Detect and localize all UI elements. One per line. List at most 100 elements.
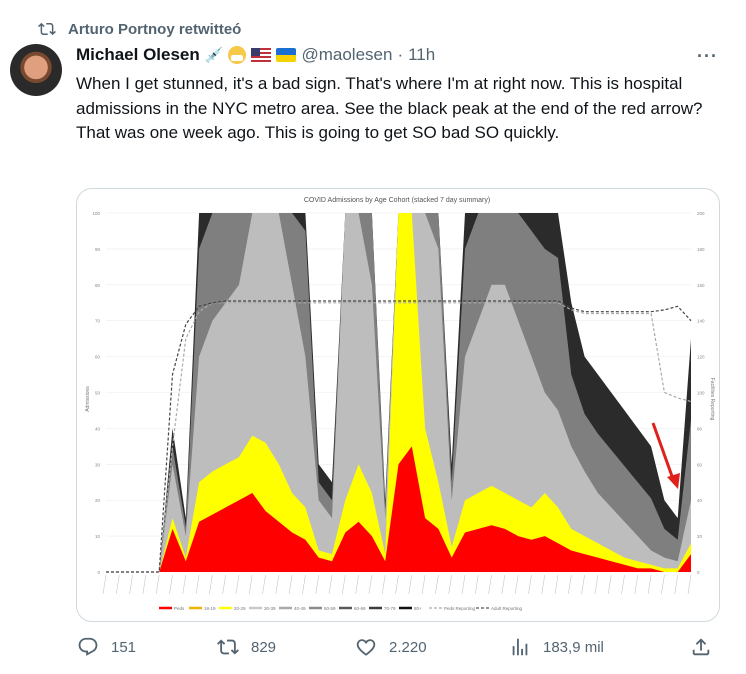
- x-tick-label: [182, 574, 187, 595]
- adult-reporting-line: [106, 300, 692, 573]
- x-tick-label: [448, 574, 452, 595]
- tweet-header: Michael Olesen 💉 @maolesen · 11h: [76, 45, 435, 65]
- x-tick-label: [155, 574, 160, 595]
- us-flag-icon: [251, 48, 272, 62]
- legend-label: Adult Reporting: [491, 606, 523, 611]
- x-tick-label: [355, 574, 359, 595]
- chart: COVID Admissions by Age Cohort (stacked …: [85, 197, 715, 611]
- y2-tick-label: 80: [697, 426, 703, 431]
- author-handle[interactable]: @maolesen: [301, 45, 393, 64]
- action-bar: 151 829 2.220 183,9 mil: [0, 636, 746, 662]
- y-tick-label: 10: [95, 534, 101, 539]
- retweet-button[interactable]: 829: [217, 636, 276, 658]
- x-tick-label: [222, 574, 226, 595]
- more-options-button[interactable]: ···: [697, 46, 718, 66]
- x-tick-label: [568, 574, 572, 595]
- retweet-count: 829: [251, 638, 277, 656]
- y2-tick-label: 40: [697, 498, 703, 503]
- area-20-29: [106, 213, 691, 572]
- y2-tick-label: 180: [697, 247, 705, 252]
- x-tick-label: [421, 574, 426, 595]
- x-tick-label: [621, 574, 625, 595]
- x-tick-label: [408, 574, 413, 595]
- y2-tick-label: 120: [697, 355, 705, 360]
- y-axis-label: Admissions: [85, 386, 91, 412]
- x-tick-label: [661, 574, 665, 595]
- tweet-time[interactable]: 11h: [408, 45, 436, 64]
- y2-tick-label: 160: [697, 283, 705, 288]
- y-tick-label: 90: [95, 247, 101, 252]
- views-count: 183,9 mil: [543, 638, 604, 656]
- x-tick-label: [288, 574, 293, 595]
- ukraine-flag-icon: [276, 48, 297, 62]
- heart-icon: [356, 639, 376, 656]
- legend-label: 50-59: [324, 606, 336, 611]
- x-tick-label: [235, 574, 240, 595]
- reply-button[interactable]: 151: [77, 636, 136, 658]
- tweet-text: When I get stunned, it's a bad sign. Tha…: [76, 74, 703, 142]
- red-arrow-head: [667, 473, 680, 489]
- x-tick-label: [541, 574, 545, 595]
- share-button[interactable]: [690, 636, 712, 658]
- retweet-icon: [217, 639, 239, 655]
- y-tick-label: 20: [95, 498, 101, 503]
- views-button[interactable]: 183,9 mil: [509, 636, 604, 658]
- x-tick-label: [315, 574, 319, 595]
- x-tick-label: [435, 574, 439, 595]
- retweet-context[interactable]: Arturo Portnoy retwitteó: [38, 20, 241, 38]
- x-tick-label: [461, 574, 466, 595]
- tweet-media-chart[interactable]: COVID Admissions by Age Cohort (stacked …: [76, 188, 720, 622]
- y-tick-label: 50: [95, 391, 101, 396]
- x-tick-label: [647, 574, 652, 595]
- separator: ·: [397, 45, 404, 64]
- y-tick-label: 30: [95, 462, 101, 467]
- x-tick-label: [262, 574, 266, 595]
- y2-tick-label: 0: [697, 570, 700, 575]
- author-name[interactable]: Michael Olesen: [76, 45, 200, 64]
- x-tick-label: [594, 574, 599, 595]
- y-tick-label: 80: [95, 283, 101, 288]
- y2-tick-label: 20: [697, 534, 703, 539]
- x-tick-label: [195, 574, 200, 595]
- share-icon: [692, 638, 710, 656]
- y2-tick-label: 100: [697, 391, 705, 396]
- x-tick-label: [142, 574, 147, 595]
- reply-icon: [78, 637, 98, 656]
- x-tick-label: [607, 574, 612, 595]
- retweet-label: Arturo Portnoy retwitteó: [68, 20, 242, 38]
- x-tick-label: [395, 574, 399, 595]
- x-tick-label: [528, 574, 532, 595]
- x-tick-label: [381, 574, 386, 595]
- x-tick-label: [554, 574, 559, 595]
- x-tick-label: [674, 574, 678, 595]
- x-tick-label: [209, 574, 213, 595]
- chart-title: COVID Admissions by Age Cohort (stacked …: [304, 197, 490, 204]
- legend-label: 40-49: [294, 606, 306, 611]
- mask-face-icon: [228, 46, 247, 64]
- y2-tick-label: 140: [697, 319, 705, 324]
- area-peds: [106, 446, 691, 572]
- x-tick-label: [501, 574, 506, 595]
- x-tick-label: [116, 574, 120, 595]
- syringe-icon: 💉: [204, 47, 224, 64]
- y-tick-label: 40: [95, 426, 101, 431]
- x-tick-label: [102, 574, 107, 595]
- y-tick-label: 60: [95, 355, 101, 360]
- legend-label: 20-29: [234, 606, 246, 611]
- avatar[interactable]: [10, 44, 62, 96]
- x-tick-label: [634, 574, 639, 595]
- y2-axis-label: Facilities Reporting: [709, 378, 715, 421]
- x-tick-label: [169, 574, 173, 595]
- y-tick-label: 0: [97, 570, 100, 575]
- x-tick-label: [687, 574, 692, 595]
- like-button[interactable]: 2.220: [355, 636, 427, 658]
- x-tick-label: [581, 574, 585, 595]
- x-tick-label: [249, 574, 253, 595]
- legend-label: 30-39: [264, 606, 276, 611]
- reply-count: 151: [111, 638, 137, 656]
- x-tick-label: [475, 574, 479, 595]
- red-arrow: [651, 422, 675, 480]
- x-tick-label: [275, 574, 280, 595]
- legend-label: 60-69: [354, 606, 366, 611]
